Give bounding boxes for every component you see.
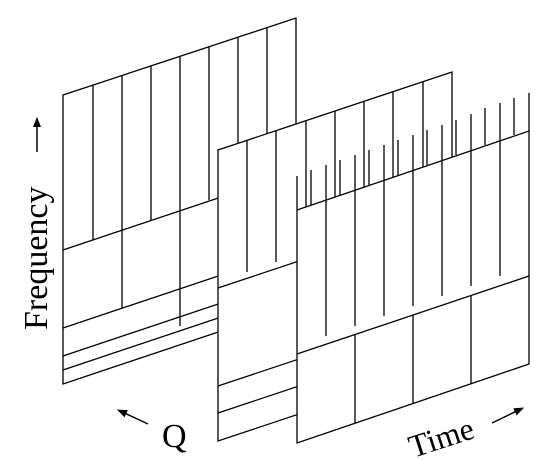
frequency-label: Frequency [18, 186, 55, 330]
plane-high-q-fine-tier [296, 93, 530, 210]
plane-low-q-mid-tier [121, 210, 181, 326]
arrow-up-left-icon [117, 409, 149, 425]
arrow-up-right-icon [491, 407, 524, 424]
time-axis: Time [404, 407, 524, 465]
time-label: Time [404, 410, 478, 463]
q-axis: Q [117, 409, 187, 455]
q-label: Q [162, 418, 187, 455]
plane-high-q-tier-2 [325, 140, 501, 336]
frequency-axis: Frequency [18, 117, 55, 330]
plane-high-q [296, 93, 530, 444]
plane-high-q-tier-3 [354, 296, 472, 423]
